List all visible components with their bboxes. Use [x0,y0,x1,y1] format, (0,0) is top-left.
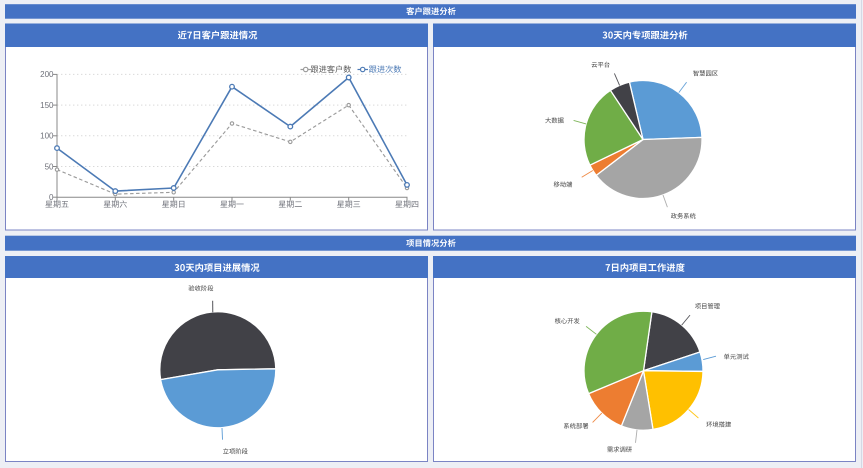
svg-text:100: 100 [40,132,54,141]
svg-text:0: 0 [49,193,54,202]
svg-text:200: 200 [40,70,54,79]
svg-text:50: 50 [45,162,54,171]
svg-text:150: 150 [40,101,54,110]
